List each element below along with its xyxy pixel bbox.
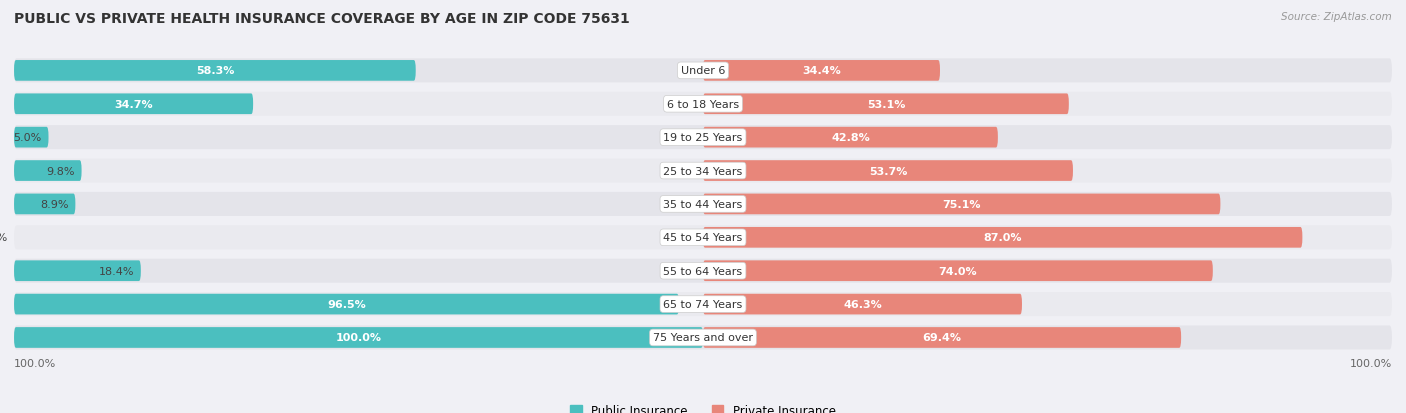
Text: 53.1%: 53.1% — [866, 100, 905, 109]
FancyBboxPatch shape — [703, 261, 1213, 281]
FancyBboxPatch shape — [14, 93, 1392, 116]
FancyBboxPatch shape — [14, 161, 82, 181]
Text: 100.0%: 100.0% — [1350, 358, 1392, 368]
Text: 75.1%: 75.1% — [942, 199, 981, 209]
FancyBboxPatch shape — [14, 194, 76, 215]
Text: 46.3%: 46.3% — [844, 299, 882, 309]
Text: PUBLIC VS PRIVATE HEALTH INSURANCE COVERAGE BY AGE IN ZIP CODE 75631: PUBLIC VS PRIVATE HEALTH INSURANCE COVER… — [14, 12, 630, 26]
Text: 74.0%: 74.0% — [939, 266, 977, 276]
Text: 58.3%: 58.3% — [195, 66, 233, 76]
FancyBboxPatch shape — [14, 259, 1392, 283]
Text: Under 6: Under 6 — [681, 66, 725, 76]
Text: 75 Years and over: 75 Years and over — [652, 333, 754, 343]
Text: 35 to 44 Years: 35 to 44 Years — [664, 199, 742, 209]
Text: 18.4%: 18.4% — [98, 266, 134, 276]
Text: 0.0%: 0.0% — [0, 233, 7, 243]
Text: 34.7%: 34.7% — [114, 100, 153, 109]
Text: 55 to 64 Years: 55 to 64 Years — [664, 266, 742, 276]
FancyBboxPatch shape — [14, 128, 48, 148]
Text: 42.8%: 42.8% — [831, 133, 870, 143]
Text: 100.0%: 100.0% — [14, 358, 56, 368]
Text: 65 to 74 Years: 65 to 74 Years — [664, 299, 742, 309]
FancyBboxPatch shape — [703, 61, 941, 81]
Text: 25 to 34 Years: 25 to 34 Years — [664, 166, 742, 176]
Text: Source: ZipAtlas.com: Source: ZipAtlas.com — [1281, 12, 1392, 22]
FancyBboxPatch shape — [703, 294, 1022, 315]
FancyBboxPatch shape — [14, 126, 1392, 150]
FancyBboxPatch shape — [703, 194, 1220, 215]
FancyBboxPatch shape — [703, 94, 1069, 115]
FancyBboxPatch shape — [14, 326, 1392, 350]
FancyBboxPatch shape — [14, 294, 679, 315]
FancyBboxPatch shape — [14, 61, 416, 81]
FancyBboxPatch shape — [14, 292, 1392, 316]
Text: 6 to 18 Years: 6 to 18 Years — [666, 100, 740, 109]
FancyBboxPatch shape — [14, 328, 703, 348]
Text: 69.4%: 69.4% — [922, 333, 962, 343]
FancyBboxPatch shape — [14, 94, 253, 115]
FancyBboxPatch shape — [14, 192, 1392, 216]
Text: 8.9%: 8.9% — [39, 199, 69, 209]
Text: 9.8%: 9.8% — [46, 166, 75, 176]
Text: 53.7%: 53.7% — [869, 166, 907, 176]
FancyBboxPatch shape — [703, 228, 1302, 248]
Text: 45 to 54 Years: 45 to 54 Years — [664, 233, 742, 243]
FancyBboxPatch shape — [703, 128, 998, 148]
Text: 34.4%: 34.4% — [801, 66, 841, 76]
Text: 19 to 25 Years: 19 to 25 Years — [664, 133, 742, 143]
FancyBboxPatch shape — [14, 59, 1392, 83]
FancyBboxPatch shape — [703, 328, 1181, 348]
FancyBboxPatch shape — [14, 226, 1392, 250]
FancyBboxPatch shape — [14, 159, 1392, 183]
Legend: Public Insurance, Private Insurance: Public Insurance, Private Insurance — [565, 399, 841, 413]
Text: 100.0%: 100.0% — [336, 333, 381, 343]
FancyBboxPatch shape — [14, 261, 141, 281]
Text: 87.0%: 87.0% — [983, 233, 1022, 243]
Text: 5.0%: 5.0% — [14, 133, 42, 143]
Text: 96.5%: 96.5% — [328, 299, 366, 309]
FancyBboxPatch shape — [703, 161, 1073, 181]
